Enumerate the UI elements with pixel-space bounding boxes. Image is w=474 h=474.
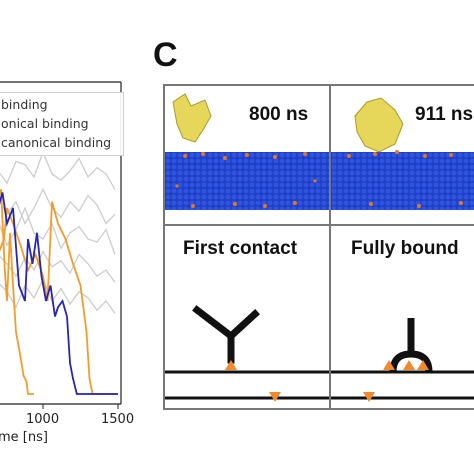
legend-entry-1: binding — [1, 97, 48, 112]
schematic-panel-2: Fully bound — [329, 224, 474, 410]
schematic-panel-1: First contact — [163, 224, 331, 410]
membrane-layer — [165, 152, 329, 210]
md-snapshot-image-1 — [165, 93, 329, 210]
lipid-headgroups — [175, 152, 317, 208]
md-time-label-1: 800 ns — [249, 104, 309, 125]
binding-line-chart — [0, 81, 122, 409]
md-snapshot-panel-1: 800 ns — [163, 84, 331, 226]
legend-entry-2: onical binding — [1, 116, 89, 131]
schematic-title-2: Fully bound — [351, 238, 459, 259]
lipid-marker-up — [225, 360, 237, 370]
protein-structure — [354, 97, 404, 153]
series-line-orange-5 — [0, 189, 34, 395]
schematic-title-1: First contact — [183, 238, 298, 259]
md-time-label-2: 911 ns — [415, 104, 474, 125]
series-line-orange-6 — [0, 201, 118, 395]
md-snapshot-image-2 — [331, 97, 474, 210]
membrane-layer — [331, 152, 474, 210]
lipid-marker-up-2 — [403, 360, 415, 370]
lipid-marker-down — [363, 392, 375, 402]
series-line-background_runs-2 — [0, 206, 116, 255]
x-axis-label: me [ns] — [0, 430, 48, 445]
chart-lines-group — [0, 150, 118, 395]
series-line-background_runs-0 — [0, 150, 116, 190]
md-snapshot-panel-2: 911 ns — [329, 84, 474, 226]
series-line-blue-7 — [0, 192, 118, 395]
lipid-marker-up-3 — [417, 360, 429, 370]
lipid-marker-up-1 — [383, 360, 395, 370]
lipid-marker-down — [269, 392, 281, 402]
panel-letter: C — [153, 36, 178, 74]
x-tick-label-1500: 1500 — [101, 412, 135, 427]
fully-bound-diagram — [331, 318, 474, 402]
first-contact-diagram — [165, 305, 329, 402]
antibody-glyph — [192, 305, 260, 364]
antibody-glyph — [389, 318, 433, 373]
x-tick-label-1000: 1000 — [26, 412, 60, 427]
lipid-headgroups — [347, 150, 463, 208]
protein-structure — [172, 93, 212, 143]
legend-entry-3: canonical binding — [1, 135, 112, 150]
series-line-background_runs-3 — [0, 250, 116, 283]
chart-legend: binding onical binding canonical binding — [0, 92, 124, 156]
